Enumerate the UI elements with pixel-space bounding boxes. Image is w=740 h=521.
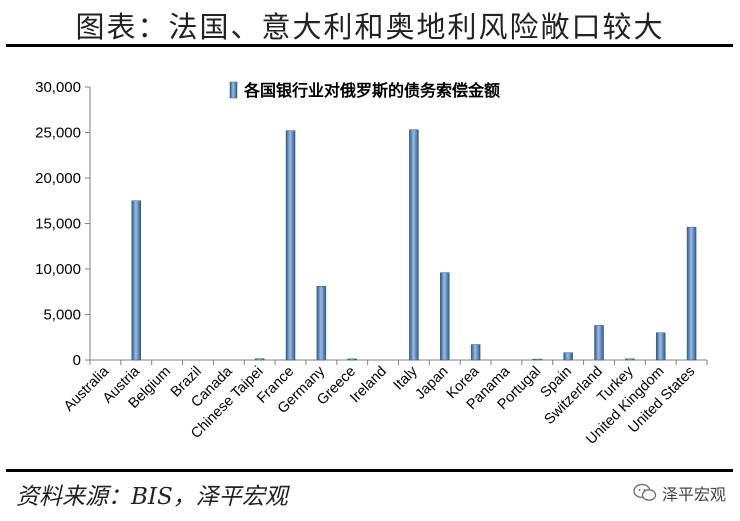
bar-germany: [316, 286, 327, 361]
bar-portugal: [532, 358, 543, 361]
bar-austria: [131, 200, 142, 361]
bar-chinese-taipei: [254, 358, 265, 361]
footer-divider: [6, 469, 733, 472]
bar-chart: 05,00010,00015,00020,00025,00030,000Aust…: [35, 79, 708, 448]
bar-spain: [563, 352, 573, 361]
y-tick-label: 25,000: [35, 125, 81, 142]
bar-united-states: [686, 226, 697, 361]
y-tick-label: 30,000: [35, 79, 81, 96]
source-note: 资料来源：BIS，泽平宏观: [16, 484, 288, 510]
y-tick-label: 5,000: [43, 307, 81, 324]
watermark-label: 泽平宏观: [661, 485, 726, 504]
chart-header-title: 图表：法国、意大利和奥地利风险敞口较大: [75, 10, 665, 44]
wechat-icon: [633, 483, 657, 501]
bar-greece: [347, 358, 357, 361]
legend-swatch: [229, 81, 238, 99]
bar-italy: [409, 129, 419, 361]
bar-japan: [440, 272, 450, 361]
watermark: 泽平宏观: [633, 481, 726, 505]
header-divider: [6, 44, 733, 47]
y-tick-label: 20,000: [35, 170, 81, 187]
bar-turkey: [625, 358, 635, 361]
x-tick-label: Japan: [412, 364, 451, 403]
bar-france: [285, 130, 296, 361]
bar-korea: [470, 344, 481, 361]
y-tick-label: 0: [73, 352, 81, 369]
y-tick-label: 15,000: [35, 216, 81, 233]
y-tick-label: 10,000: [35, 261, 81, 278]
legend-label: 各国银行业对俄罗斯的债务索偿金额: [243, 81, 500, 100]
bar-united-kingdom: [655, 332, 666, 361]
bar-switzerland: [594, 325, 604, 361]
